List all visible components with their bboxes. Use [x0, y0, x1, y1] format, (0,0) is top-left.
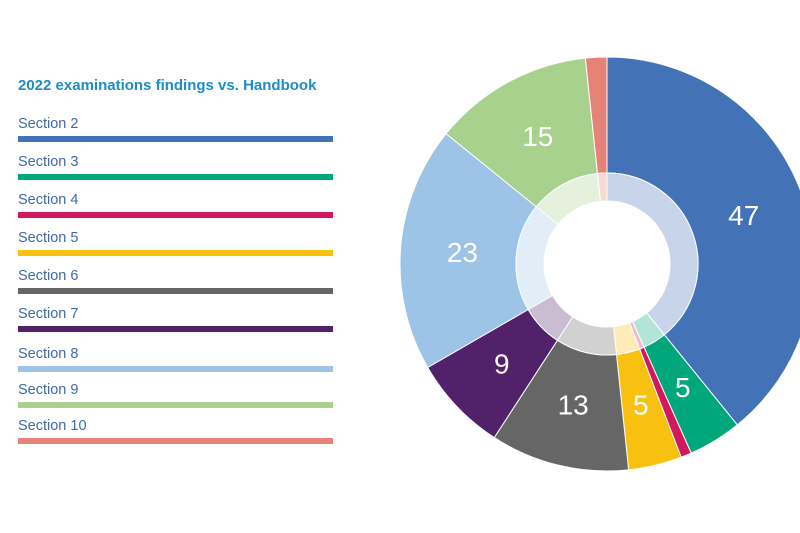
slice-data-label: 23 — [447, 237, 478, 268]
slice-data-label: 5 — [633, 389, 649, 420]
legend-swatch — [18, 250, 333, 256]
legend-swatch — [18, 212, 333, 218]
donut-hole — [544, 201, 670, 327]
legend-label: Section 6 — [18, 268, 79, 284]
legend-label: Section 8 — [18, 346, 79, 362]
slice-data-label: 9 — [494, 348, 510, 379]
legend-label: Section 2 — [18, 116, 79, 132]
legend-item: Section 6 — [18, 268, 333, 304]
legend-label: Section 7 — [18, 306, 79, 322]
legend-item: Section 9 — [18, 382, 333, 418]
legend-swatch — [18, 174, 333, 180]
slice-data-label: 13 — [558, 389, 589, 420]
legend-item: Section 3 — [18, 154, 333, 190]
chart-title: 2022 examinations findings vs. Handbook — [18, 77, 317, 94]
legend-item: Section 4 — [18, 192, 333, 228]
legend-item: Section 8 — [18, 346, 333, 382]
legend-item: Section 5 — [18, 230, 333, 266]
slice-data-label: 15 — [522, 121, 553, 152]
legend-item: Section 10 — [18, 418, 333, 454]
legend-swatch — [18, 326, 333, 332]
legend-item: Section 7 — [18, 306, 333, 342]
legend-swatch — [18, 438, 333, 444]
legend-swatch — [18, 366, 333, 372]
legend-swatch — [18, 288, 333, 294]
legend-label: Section 5 — [18, 230, 79, 246]
legend-label: Section 3 — [18, 154, 79, 170]
legend-swatch — [18, 136, 333, 142]
slice-data-label: 5 — [675, 372, 691, 403]
legend-label: Section 9 — [18, 382, 79, 398]
legend-label: Section 10 — [18, 418, 87, 434]
slice-data-label: 47 — [728, 200, 759, 231]
legend-item: Section 2 — [18, 116, 333, 152]
legend-label: Section 4 — [18, 192, 79, 208]
legend-swatch — [18, 402, 333, 408]
